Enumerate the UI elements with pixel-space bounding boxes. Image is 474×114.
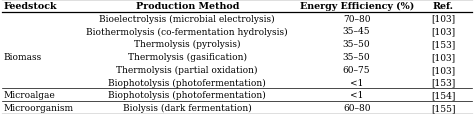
- Text: Energy Efficiency (%): Energy Efficiency (%): [300, 2, 414, 11]
- Text: Biophotolysis (photofermentation): Biophotolysis (photofermentation): [109, 91, 266, 100]
- Text: [103]: [103]: [431, 65, 455, 74]
- Text: 60–75: 60–75: [343, 65, 371, 74]
- Text: Thermolysis (gasification): Thermolysis (gasification): [128, 52, 247, 62]
- Text: Ref.: Ref.: [433, 2, 454, 11]
- Text: [155]: [155]: [431, 103, 456, 112]
- Text: [153]: [153]: [431, 40, 456, 49]
- Text: Biolysis (dark fermentation): Biolysis (dark fermentation): [123, 103, 252, 112]
- Text: [103]: [103]: [431, 27, 455, 36]
- Text: 35–50: 35–50: [343, 40, 371, 49]
- Text: Microorganism: Microorganism: [4, 103, 74, 112]
- Text: Thermolysis (partial oxidation): Thermolysis (partial oxidation): [117, 65, 258, 74]
- Text: Feedstock: Feedstock: [4, 2, 57, 11]
- Text: 70–80: 70–80: [343, 15, 371, 23]
- Text: 35–45: 35–45: [343, 27, 371, 36]
- Text: Thermolysis (pyrolysis): Thermolysis (pyrolysis): [134, 40, 240, 49]
- Text: [154]: [154]: [431, 91, 456, 99]
- Text: Microalgae: Microalgae: [4, 91, 55, 99]
- Text: <1: <1: [350, 78, 364, 87]
- Text: [153]: [153]: [431, 78, 456, 87]
- Text: Biomass: Biomass: [4, 53, 42, 61]
- Text: Bioelectrolysis (microbial electrolysis): Bioelectrolysis (microbial electrolysis): [100, 14, 275, 23]
- Text: Biophotolysis (photofermentation): Biophotolysis (photofermentation): [109, 78, 266, 87]
- Text: [103]: [103]: [431, 53, 455, 61]
- Text: 35–50: 35–50: [343, 53, 371, 61]
- Text: [103]: [103]: [431, 15, 455, 23]
- Text: 60–80: 60–80: [343, 103, 371, 112]
- Text: <1: <1: [350, 91, 364, 99]
- Text: Biothermolysis (co-fermentation hydrolysis): Biothermolysis (co-fermentation hydrolys…: [86, 27, 288, 36]
- Text: Production Method: Production Method: [136, 2, 239, 11]
